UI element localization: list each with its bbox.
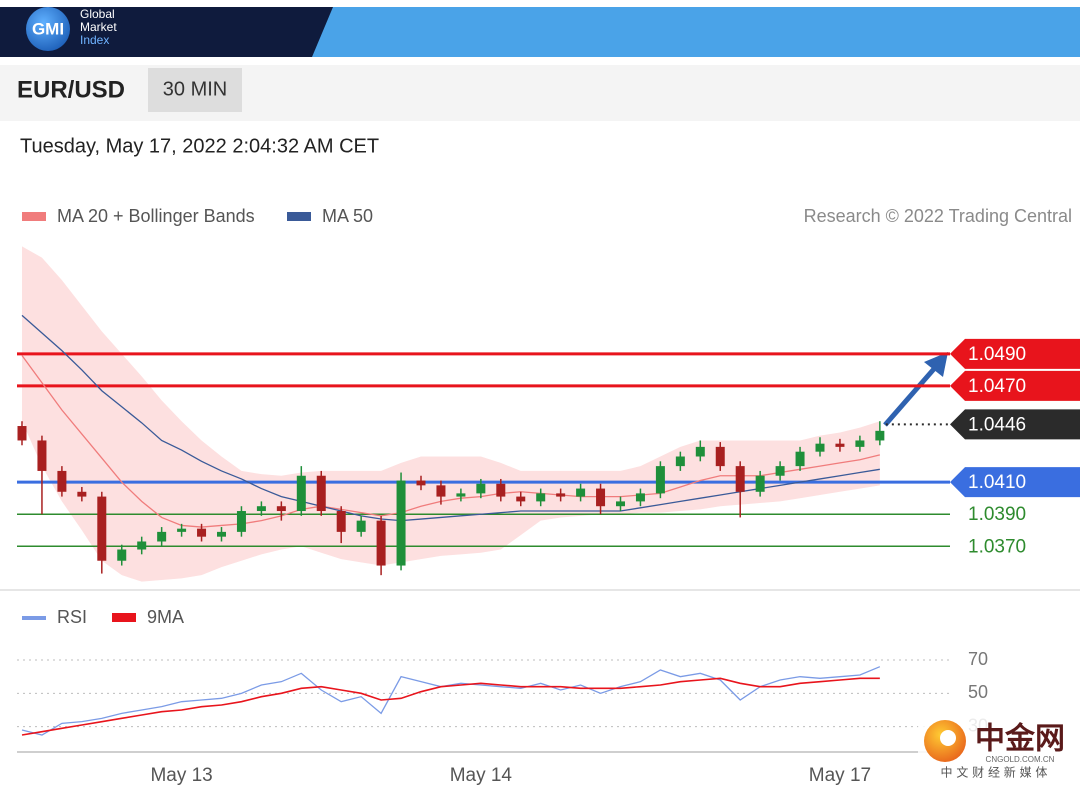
candle-body <box>715 446 725 467</box>
x-tick-label: May 14 <box>450 765 513 786</box>
candle-body <box>735 466 745 492</box>
y-tick-label: 70 <box>968 649 988 669</box>
candle-body <box>396 480 406 566</box>
candle-body <box>137 541 147 550</box>
candle-body <box>476 483 486 494</box>
candle-body <box>516 496 526 502</box>
candle-body <box>755 475 765 492</box>
header-brand-area <box>0 7 333 57</box>
candle-body <box>556 493 566 497</box>
forecast-arrowhead <box>924 352 948 377</box>
candle-body <box>635 493 645 502</box>
indicator-line <box>21 677 880 736</box>
watermark-tagline: 中 文 财 经 新 媒 体 <box>941 765 1048 780</box>
candle-body <box>336 511 346 532</box>
symbol: EUR/USD <box>17 76 125 103</box>
level-label: 1.0470 <box>968 376 1026 397</box>
candle-body <box>217 531 226 537</box>
ma-line <box>21 314 880 522</box>
level-label: 1.0490 <box>968 344 1026 365</box>
candle-body <box>97 496 107 561</box>
legend-label: RSI <box>57 607 87 627</box>
source-credit: Research © 2022 Trading Central <box>804 206 1072 226</box>
legend-swatch <box>22 616 46 620</box>
forecast-arrow <box>883 360 942 427</box>
legend-swatch <box>287 212 311 221</box>
candle-body <box>875 430 885 441</box>
plot-layer: MA 20 + Bollinger Bands MA 50 1.0490 1.0470… <box>17 206 1080 786</box>
legend-swatch <box>22 212 46 221</box>
logo-text: GMI <box>32 19 64 38</box>
legend-swatch <box>112 613 136 622</box>
interval-button[interactable] <box>148 68 242 112</box>
timestamp: Tuesday, May 17, 2022 2:04:32 AM CET <box>20 135 379 157</box>
level-label-box <box>950 338 1080 369</box>
candle-body <box>276 506 286 512</box>
candle-body <box>596 488 606 507</box>
bollinger-band <box>22 246 880 582</box>
brand-line: Index <box>80 33 109 47</box>
candle-body <box>376 520 386 566</box>
brand-line: Global <box>80 7 115 21</box>
candle-body <box>496 483 506 497</box>
indicator-line <box>21 666 881 736</box>
y-tick-label: 50 <box>968 682 988 702</box>
level-label-box <box>950 409 1080 440</box>
candle-body <box>775 466 785 476</box>
candle-body <box>815 443 825 452</box>
candle-body <box>456 493 466 497</box>
candle-body <box>576 488 586 497</box>
candle-body <box>316 475 326 512</box>
brand-line: Market <box>80 20 117 34</box>
level-label-box <box>950 467 1080 498</box>
legend-label: MA 20 + Bollinger Bands <box>57 206 255 226</box>
level-label: 1.0410 <box>968 472 1026 493</box>
level-label: 1.0446 <box>968 414 1026 435</box>
candle-body <box>835 443 845 447</box>
interval-label[interactable]: 30 MIN <box>163 78 227 100</box>
level-label: 1.0390 <box>968 504 1026 525</box>
legend-label: 9MA <box>147 607 184 627</box>
candle-body <box>236 511 246 532</box>
watermark-name: 中金网 <box>975 722 1065 757</box>
candle-body <box>356 520 366 532</box>
candle-body <box>675 456 685 467</box>
candle-body <box>57 470 67 492</box>
candle-body <box>436 485 446 497</box>
candle-body <box>616 501 625 507</box>
candle-body <box>855 440 865 447</box>
logo-circle <box>26 7 70 51</box>
candle-body <box>695 446 705 457</box>
candle-body <box>177 528 187 532</box>
candle-body <box>157 531 167 542</box>
candle-body <box>536 493 546 502</box>
candle-body <box>655 466 665 494</box>
watermark-domain: CNGOLD.COM.CN <box>986 755 1055 764</box>
candle-body <box>256 506 266 512</box>
level-label-box <box>950 370 1080 401</box>
candle-body <box>296 475 306 512</box>
legend-label: MA 50 <box>322 206 373 226</box>
level-label: 1.0370 <box>968 536 1026 557</box>
candle-body <box>77 491 87 497</box>
candle-body <box>17 426 27 441</box>
candle-body <box>117 549 127 561</box>
watermark-logo-inner <box>940 730 956 746</box>
x-tick-label: May 13 <box>150 765 212 786</box>
candle-body <box>37 440 47 471</box>
candle-body <box>795 451 805 467</box>
x-tick-label: May 17 <box>809 765 871 786</box>
candle-body <box>197 528 207 537</box>
candle-body <box>416 480 426 486</box>
